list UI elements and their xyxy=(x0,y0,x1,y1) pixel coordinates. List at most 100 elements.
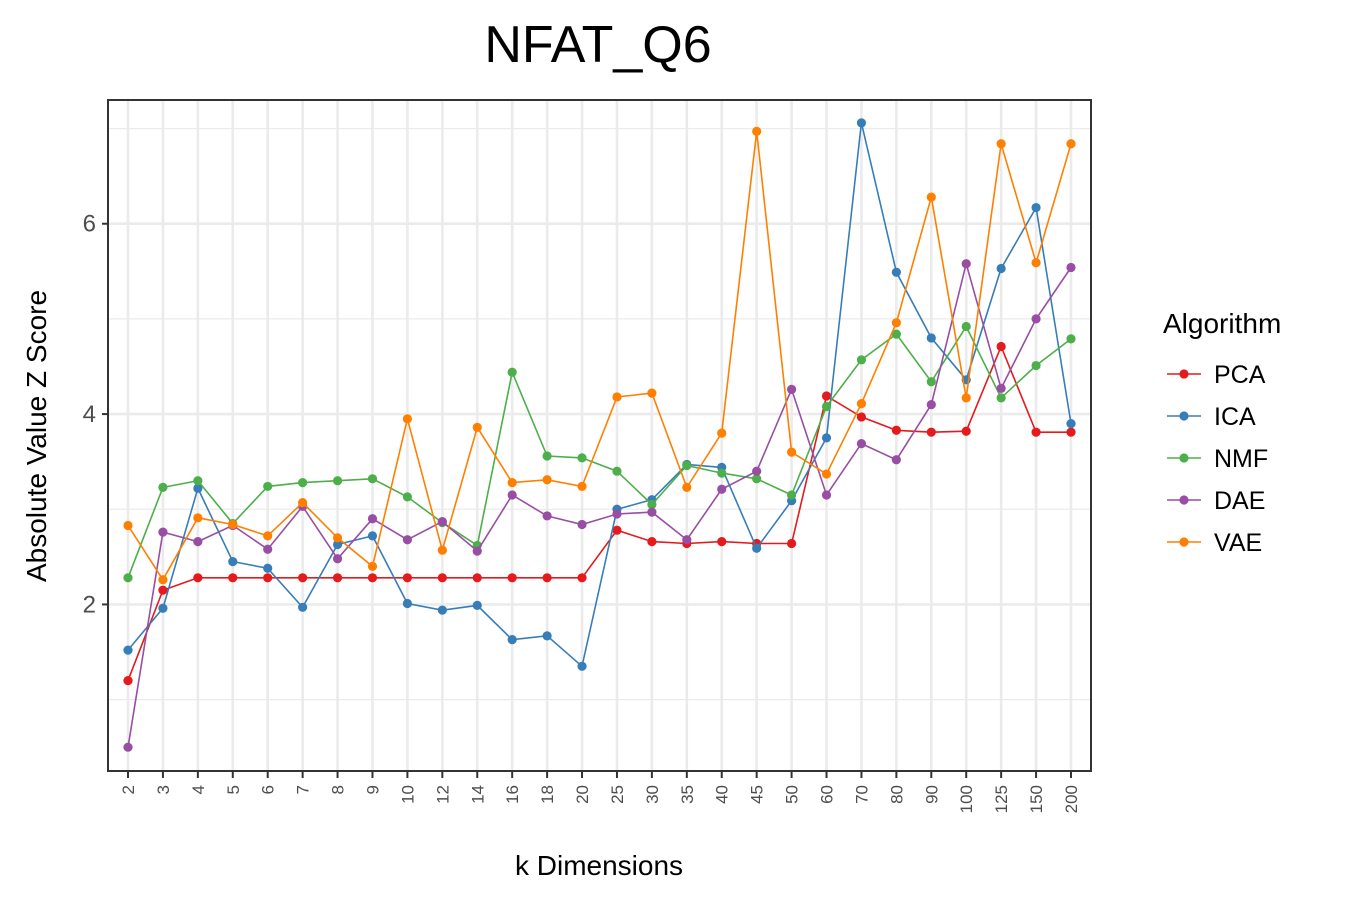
data-point-ica xyxy=(1031,202,1041,213)
x-tick-label: 20 xyxy=(573,785,592,804)
data-point-ica xyxy=(298,602,308,612)
chart-title: NFAT_Q6 xyxy=(484,16,711,74)
data-point-dae xyxy=(1066,262,1076,273)
data-point-dae xyxy=(332,554,343,564)
data-point-pca xyxy=(612,525,622,535)
y-tick-label: 6 xyxy=(83,211,96,238)
data-point-dae xyxy=(542,511,552,521)
legend: Algorithm PCA ICA NMF DAE VAE xyxy=(1163,308,1281,557)
data-point-ica xyxy=(367,531,378,541)
data-point-ica xyxy=(752,543,762,553)
data-point-dae xyxy=(891,455,901,465)
series-layer xyxy=(123,118,1076,752)
data-point-vae xyxy=(856,399,867,409)
plot-panel-border xyxy=(107,99,1092,772)
data-point-pca xyxy=(472,573,482,583)
y-tick-label: 4 xyxy=(83,401,96,428)
x-tick-label: 60 xyxy=(818,785,837,804)
data-point-vae xyxy=(752,126,762,137)
data-point-pca xyxy=(437,573,447,583)
x-tick-label: 150 xyxy=(1027,785,1046,813)
data-point-pca xyxy=(123,675,133,686)
data-point-dae xyxy=(402,535,413,545)
data-point-dae xyxy=(193,537,203,547)
x-tick-label: 35 xyxy=(678,785,697,804)
data-point-nmf xyxy=(612,466,622,476)
data-point-vae xyxy=(402,414,413,424)
data-point-ica xyxy=(856,118,867,128)
data-point-vae xyxy=(437,545,447,555)
data-point-pca xyxy=(856,412,867,422)
x-tick-label: 18 xyxy=(538,785,557,804)
data-point-pca xyxy=(821,391,832,401)
series-line-dae xyxy=(127,260,1072,748)
data-point-vae xyxy=(332,533,343,543)
data-point-vae xyxy=(786,447,797,457)
data-point-dae xyxy=(821,490,832,500)
data-point-pca xyxy=(332,573,343,583)
data-point-vae xyxy=(193,513,203,523)
data-point-pca xyxy=(786,538,797,549)
series-line-nmf xyxy=(127,324,1072,579)
x-tick-label: 70 xyxy=(852,785,871,804)
legend-title: Algorithm xyxy=(1163,308,1281,339)
data-point-dae xyxy=(507,490,517,500)
data-point-vae xyxy=(367,561,378,571)
data-point-nmf xyxy=(682,460,692,471)
data-point-pca xyxy=(647,537,657,547)
data-point-ica xyxy=(332,539,343,550)
x-tick-label: 80 xyxy=(887,785,906,804)
data-point-vae xyxy=(891,318,901,328)
x-tick-label: 30 xyxy=(643,785,662,804)
x-tick-label: 45 xyxy=(748,785,767,804)
data-point-pca xyxy=(926,427,936,437)
data-point-ica xyxy=(507,635,517,645)
data-point-pca xyxy=(542,573,552,583)
data-point-ica xyxy=(577,661,587,671)
legend-label-dae: DAE xyxy=(1214,487,1265,515)
data-point-ica xyxy=(472,600,482,610)
data-point-nmf xyxy=(298,478,308,488)
legend-label-nmf: NMF xyxy=(1214,445,1268,473)
data-point-dae xyxy=(717,484,727,494)
x-tick-label: 8 xyxy=(329,785,348,794)
data-point-vae xyxy=(647,388,657,398)
x-tick-label: 14 xyxy=(468,785,487,804)
data-point-vae xyxy=(542,475,552,485)
x-tick-label: 100 xyxy=(957,785,976,813)
x-tick-label: 125 xyxy=(992,785,1011,813)
data-point-vae xyxy=(682,482,692,492)
data-point-nmf xyxy=(263,481,273,492)
data-point-vae xyxy=(1066,139,1076,149)
data-point-nmf xyxy=(123,573,133,583)
data-point-nmf xyxy=(1066,334,1076,344)
series-line-ica xyxy=(127,122,1072,668)
x-tick-label: 6 xyxy=(259,785,278,794)
data-point-pca xyxy=(717,537,727,547)
data-point-vae xyxy=(577,481,587,492)
x-tick-label: 10 xyxy=(398,785,417,804)
data-point-dae xyxy=(786,384,797,394)
data-point-ica xyxy=(1066,419,1076,429)
data-point-vae xyxy=(961,393,971,403)
legend-label-ica: ICA xyxy=(1214,403,1256,431)
data-point-ica xyxy=(996,263,1006,274)
data-point-vae xyxy=(158,575,168,585)
y-tick-label: 2 xyxy=(83,591,96,618)
data-point-vae xyxy=(1031,258,1041,268)
data-point-dae xyxy=(682,535,692,545)
data-point-ica xyxy=(158,603,168,613)
data-point-nmf xyxy=(996,393,1006,403)
data-point-vae xyxy=(123,520,133,531)
legend-marker-dae xyxy=(1179,495,1189,505)
data-point-vae xyxy=(228,519,238,530)
data-point-dae xyxy=(367,514,378,524)
legend-label-vae: VAE xyxy=(1214,529,1262,557)
data-point-nmf xyxy=(926,377,936,387)
data-point-nmf xyxy=(647,499,657,510)
data-point-nmf xyxy=(332,476,343,486)
legend-label-pca: PCA xyxy=(1214,361,1266,389)
data-point-nmf xyxy=(717,468,727,478)
data-point-pca xyxy=(961,426,971,436)
x-tick-label: 3 xyxy=(154,785,173,794)
